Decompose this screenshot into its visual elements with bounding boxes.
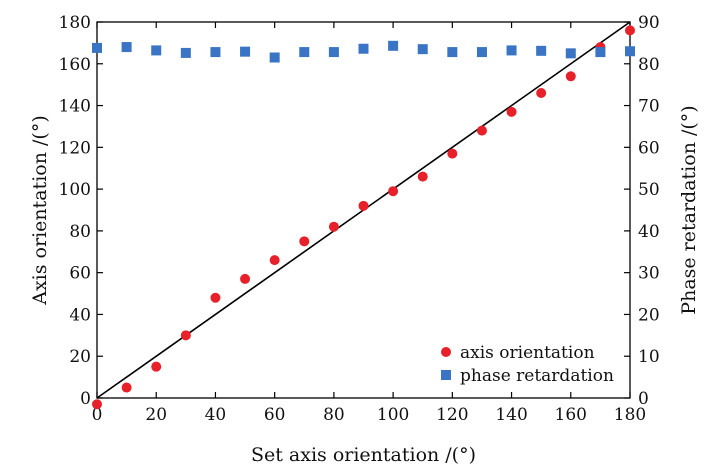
phase-retardation-point-11 bbox=[417, 44, 428, 55]
x-tick-label-3: 60 bbox=[264, 405, 286, 425]
axis-orientation-point-10 bbox=[388, 186, 399, 197]
axis-orientation-point-4 bbox=[210, 292, 221, 303]
phase-retardation-point-16 bbox=[565, 48, 576, 59]
axis-orientation-point-3 bbox=[180, 330, 191, 341]
axis-orientation-point-18 bbox=[625, 25, 635, 36]
axis-orientation-point-8 bbox=[328, 221, 339, 232]
phase-retardation-point-10 bbox=[388, 40, 399, 51]
data-marks bbox=[92, 25, 635, 410]
y-left-tick-label-5: 100 bbox=[59, 180, 91, 200]
axis-orientation-point-11 bbox=[417, 171, 428, 182]
axis-orientation-point-6 bbox=[269, 255, 280, 266]
y-right-axis-title: Phase retardation /(°) bbox=[678, 105, 700, 314]
y-left-tick-label-4: 80 bbox=[69, 222, 91, 242]
phase-retardation-point-18 bbox=[625, 46, 635, 57]
axis-orientation-point-13 bbox=[476, 125, 487, 136]
y-left-tick-label-6: 120 bbox=[59, 138, 91, 158]
x-tick-label-5: 100 bbox=[377, 405, 409, 425]
x-tick-label-6: 120 bbox=[436, 405, 468, 425]
x-tick-label-8: 160 bbox=[555, 405, 587, 425]
phase-retardation-point-8 bbox=[328, 47, 339, 58]
axis-orientation-point-9 bbox=[358, 200, 369, 211]
axis-orientation-point-1 bbox=[121, 382, 132, 393]
y-left-axis-title: Axis orientation /(°) bbox=[29, 115, 51, 306]
phase-retardation-point-14 bbox=[506, 45, 517, 56]
axis-orientation-point-7 bbox=[299, 236, 310, 247]
y-left-tick-label-8: 160 bbox=[59, 55, 91, 75]
x-axis-title: Set axis orientation /(°) bbox=[251, 444, 476, 466]
phase-retardation-point-17 bbox=[595, 47, 606, 58]
phase-retardation-point-0 bbox=[92, 42, 102, 53]
x-tick-label-7: 140 bbox=[495, 405, 527, 425]
legend-axis-orientation-marker bbox=[441, 347, 451, 357]
phase-retardation-point-15 bbox=[536, 45, 547, 56]
phase-retardation-point-1 bbox=[121, 42, 132, 53]
axis-orientation-point-15 bbox=[536, 88, 547, 99]
x-tick-label-0: 0 bbox=[92, 405, 103, 425]
y-right-tick-label-0: 0 bbox=[638, 389, 649, 409]
axis-orientation-point-2 bbox=[151, 361, 162, 372]
y-right-tick-label-5: 50 bbox=[638, 180, 660, 200]
phase-retardation-point-4 bbox=[210, 47, 221, 58]
y-right-tick-label-1: 10 bbox=[638, 347, 660, 367]
x-tick-label-9: 180 bbox=[614, 405, 646, 425]
y-right-tick-label-7: 70 bbox=[638, 97, 660, 117]
y-right-tick-label-3: 30 bbox=[638, 264, 660, 284]
legend-phase-retardation-marker bbox=[441, 370, 451, 380]
phase-retardation-point-7 bbox=[299, 47, 310, 58]
axis-orientation-point-16 bbox=[565, 71, 576, 82]
plot-frame bbox=[96, 21, 631, 399]
legend-phase-retardation-label: phase retardation bbox=[460, 366, 614, 386]
y-left-tick-label-7: 140 bbox=[59, 97, 91, 117]
axis-orientation-point-5 bbox=[240, 273, 251, 284]
y-left-tick-label-1: 20 bbox=[69, 347, 91, 367]
y-right-tick-label-9: 90 bbox=[638, 13, 660, 33]
y-right-tick-label-4: 40 bbox=[638, 222, 660, 242]
phase-retardation-point-5 bbox=[240, 46, 251, 57]
y-left-tick-label-3: 60 bbox=[69, 264, 91, 284]
axis-orientation-point-14 bbox=[506, 106, 517, 117]
phase-retardation-point-9 bbox=[358, 43, 369, 54]
axis-orientation-point-0 bbox=[92, 399, 102, 410]
y-right-tick-label-8: 80 bbox=[638, 55, 660, 75]
y-right-tick-label-6: 60 bbox=[638, 138, 660, 158]
phase-retardation-point-12 bbox=[447, 47, 458, 58]
phase-retardation-point-13 bbox=[476, 47, 487, 58]
y-left-tick-label-2: 40 bbox=[69, 305, 91, 325]
y-left-tick-label-0: 0 bbox=[80, 389, 91, 409]
y-left-tick-label-9: 180 bbox=[59, 13, 91, 33]
phase-retardation-point-3 bbox=[180, 47, 191, 58]
x-tick-label-4: 80 bbox=[323, 405, 345, 425]
legend: axis orientation phase retardation bbox=[441, 343, 614, 386]
y-right-tick-label-2: 20 bbox=[638, 305, 660, 325]
x-tick-label-1: 20 bbox=[145, 405, 167, 425]
x-tick-label-2: 40 bbox=[205, 405, 227, 425]
phase-retardation-point-6 bbox=[269, 52, 280, 63]
phase-retardation-point-2 bbox=[151, 45, 162, 56]
axis-ticks: 0 20 40 60 80 100 120 140 160 1800204060801001201… bbox=[59, 13, 660, 425]
legend-axis-orientation-label: axis orientation bbox=[460, 343, 595, 363]
axis-orientation-point-12 bbox=[447, 148, 458, 159]
